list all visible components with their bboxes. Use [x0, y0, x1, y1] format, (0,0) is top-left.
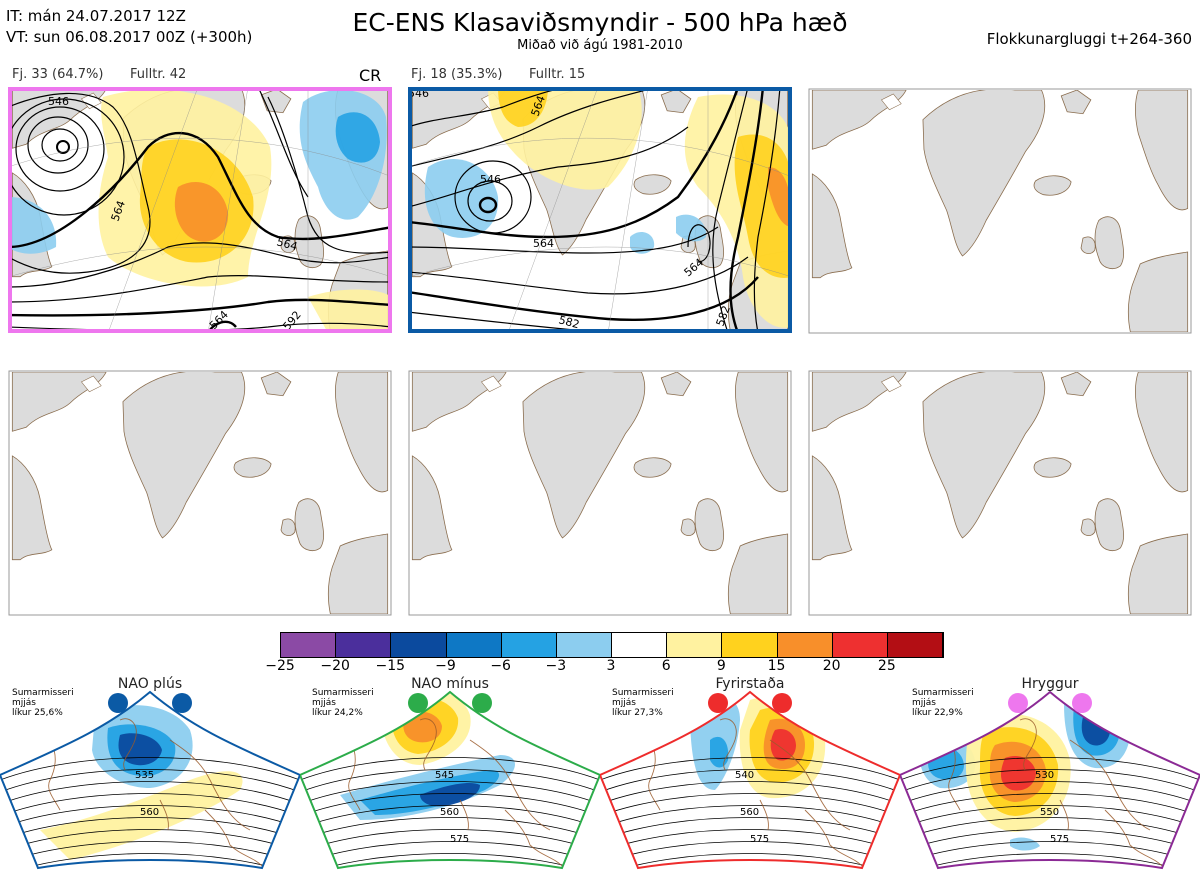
colorbar-tick-label: −3: [545, 658, 567, 674]
regime-marker-dot: [708, 693, 728, 713]
c2-contour-label: 546: [408, 87, 429, 100]
colorbar-segment: [501, 633, 557, 657]
cluster-1-frame: [8, 87, 392, 333]
regime-info-line: mjjás: [312, 698, 336, 708]
regime-map: 540 560 575: [600, 690, 900, 870]
regime-contour-label: 575: [750, 834, 769, 845]
regime-info-line: líkur 22,9%: [912, 708, 963, 718]
empty-map-panel: [408, 370, 792, 616]
regime-map: 530 550 575: [900, 690, 1200, 870]
regime-marker-dot: [408, 693, 428, 713]
regime-contour-label: 560: [140, 807, 159, 818]
colorbar-tick-label: −25: [265, 658, 295, 674]
cluster-1-fulltr: Fulltr. 42: [130, 67, 187, 82]
regime-info: Sumarmisseri mjjás líkur 25,6%: [12, 688, 74, 718]
cluster-1-label: Fj. 33 (64.7%): [12, 67, 104, 82]
regime-panel: 535 560 NAO plús Sumarmisseri mjjás líkur 25,…: [0, 670, 300, 870]
regime-info-line: líkur 27,3%: [612, 708, 663, 718]
c2-contour-label: 582: [557, 313, 581, 331]
colorbar-tick-label: 15: [767, 658, 786, 674]
empty-map-panel: [8, 370, 392, 616]
regime-info-line: mjjás: [912, 698, 936, 708]
regime-contour-label: 540: [735, 770, 754, 781]
regime-title: NAO plús: [117, 676, 183, 692]
regime-info-line: mjjás: [12, 698, 36, 708]
regime-info-line: mjjás: [612, 698, 636, 708]
colorbar-ticks: −25 −20 −15 −9 −6 −3 3 6 9 15 20 25: [260, 658, 962, 676]
regime-panel: 545 560 575 NAO mínus Sumarmisseri mjjás líkur…: [300, 670, 600, 870]
page-title: EC-ENS Klasaviðsmyndir - 500 hPa hæð: [352, 8, 848, 37]
colorbar-tick-label: 9: [716, 658, 726, 674]
regime-info: Sumarmisseri mjjás líkur 24,2%: [312, 688, 374, 718]
cluster-2-label: Fj. 18 (35.3%): [411, 67, 503, 82]
regime-info: Sumarmisseri mjjás líkur 22,9%: [912, 688, 974, 718]
cluster-2-map: 546 546 564 564 582 564 582: [408, 87, 792, 333]
analysis-time: IT: mán 24.07.2017 12Z: [6, 7, 186, 25]
regime-panel: 530 550 575 Hryggur Sumarmisseri mjjás líkur 2…: [900, 670, 1200, 870]
cluster-2-frame: [408, 87, 792, 333]
regime-info-line: Sumarmisseri: [312, 688, 374, 698]
cluster-2-fulltr: Fulltr. 15: [529, 67, 586, 82]
colorbar-tick-label: −15: [375, 658, 406, 674]
regime-info-line: líkur 24,2%: [312, 708, 363, 718]
colorbar-tick-label: −6: [490, 658, 511, 674]
regime-info-line: líkur 25,6%: [12, 708, 63, 718]
regime-info-line: Sumarmisseri: [912, 688, 974, 698]
empty-map-panel: [808, 88, 1192, 334]
regime-marker-dot: [472, 693, 492, 713]
regime-title: Fyrirstaða: [715, 676, 785, 692]
regime-contour-label: 545: [435, 770, 454, 781]
regime-marker-dot: [1008, 693, 1028, 713]
colorbar-segment: [722, 633, 778, 657]
colorbar-tick-label: 6: [661, 658, 671, 674]
cluster-1-regime-code: CR: [359, 66, 382, 85]
regime-title: NAO mínus: [411, 676, 489, 692]
valid-time: VT: sun 06.08.2017 00Z (+300h): [6, 28, 253, 46]
regime-info-line: Sumarmisseri: [612, 688, 674, 698]
colorbar-segment: [336, 633, 392, 657]
regime-panel: 540 560 575 Fyrirstaða Sumarmisseri mjjás líku…: [600, 670, 900, 870]
colorbar-tick-label: 20: [822, 658, 841, 674]
c2-contour-label: 564: [533, 237, 554, 250]
regime-contour-label: 535: [135, 770, 154, 781]
c2-contour-label: 546: [480, 173, 501, 186]
colorbar-segment: [281, 633, 337, 657]
colorbar-tick-label: −20: [320, 658, 350, 674]
c1-contour-label: 564: [275, 235, 299, 253]
regime-marker-dot: [1072, 693, 1092, 713]
regime-marker-dot: [108, 693, 128, 713]
regime-map: 545 560 575: [300, 690, 600, 870]
page-subtitle: Miðað við ágú 1981-2010: [517, 38, 683, 53]
regime-marker-dot: [772, 693, 792, 713]
regime-info-line: Sumarmisseri: [12, 688, 74, 698]
colorbar-tick-label: 3: [606, 658, 616, 674]
colorbar-segment: [887, 633, 944, 657]
colorbar-tick-label: 25: [877, 658, 896, 674]
colorbar: [280, 632, 944, 658]
regime-contour-label: 575: [1050, 834, 1069, 845]
c1-contour-label: 546: [48, 95, 69, 108]
regime-marker-dot: [172, 693, 192, 713]
regime-map: 535 560: [0, 690, 300, 870]
regime-contour-label: 550: [1040, 807, 1059, 818]
cluster-1-map: 546 564 564 592 564: [8, 87, 392, 333]
colorbar-segment: [612, 633, 668, 657]
colorbar-tick-label: −9: [435, 658, 456, 674]
colorbar-segment: [777, 633, 833, 657]
empty-map-panel: [808, 370, 1192, 616]
colorbar-segment: [391, 633, 447, 657]
colorbar-segment: [832, 633, 888, 657]
regime-title: Hryggur: [1021, 676, 1079, 692]
colorbar-segment: [446, 633, 502, 657]
regime-contour-label: 560: [440, 807, 459, 818]
regime-contour-label: 575: [450, 834, 469, 845]
colorbar-segment: [667, 633, 723, 657]
classification-window: Flokkunargluggi t+264-360: [986, 30, 1192, 48]
regime-info: Sumarmisseri mjjás líkur 27,3%: [612, 688, 674, 718]
regime-contour-label: 530: [1035, 770, 1054, 781]
regime-contour-label: 560: [740, 807, 759, 818]
header-info: IT: mán 24.07.2017 12Z VT: sun 06.08.201…: [6, 6, 252, 48]
colorbar-segment: [556, 633, 613, 657]
